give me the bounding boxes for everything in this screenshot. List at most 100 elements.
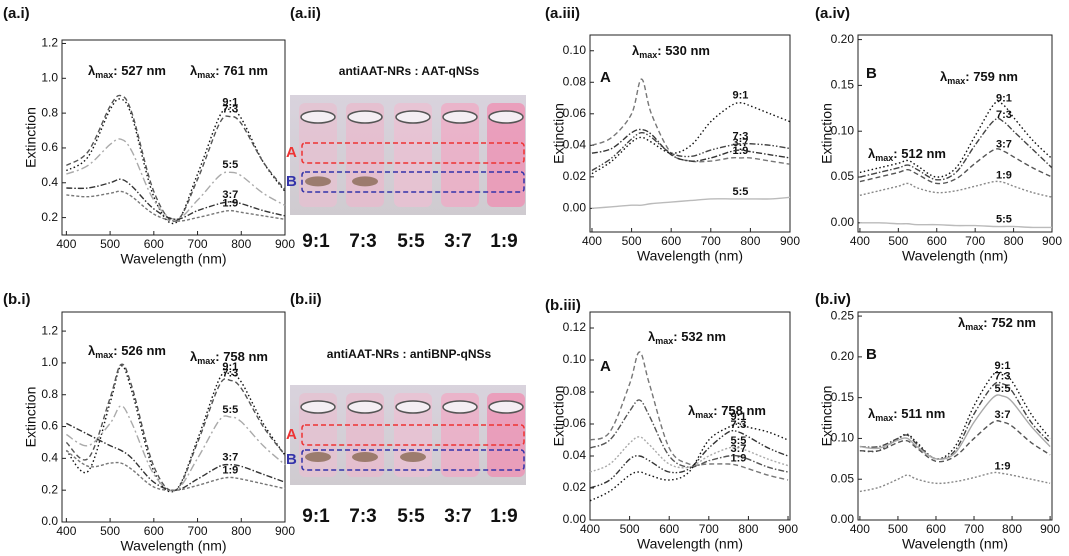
- series-label: 5:5: [222, 159, 238, 171]
- pellet: [305, 452, 331, 462]
- spectrum-line: [589, 351, 789, 481]
- annotation: A: [600, 358, 611, 375]
- spectrum-line: [66, 190, 286, 222]
- spectrum-line: [859, 471, 1051, 493]
- annotation: B: [866, 346, 877, 363]
- series-label: 9:1: [996, 92, 1012, 104]
- x-tick-label: 600: [144, 237, 164, 251]
- spectrum-line: [66, 422, 286, 491]
- x-tick-label: 700: [701, 234, 721, 248]
- series-label: 1:9: [996, 169, 1012, 181]
- pellet: [352, 176, 378, 187]
- annotation-part: max: [95, 350, 113, 360]
- y-tick-label: 1.2: [41, 323, 58, 337]
- tube-cap: [300, 400, 336, 414]
- annotation-part: max: [947, 76, 965, 86]
- y-tick-label: 0.02: [563, 169, 587, 183]
- panel-label: (b.ii): [290, 291, 322, 308]
- y-tick-label: 0.10: [563, 352, 587, 366]
- y-tick-label: 0.10: [831, 431, 855, 445]
- x-tick-label: 700: [964, 522, 984, 536]
- annotation-part: λ: [190, 63, 198, 78]
- series-label: 9:1: [222, 97, 238, 109]
- y-tick-label: 0.20: [831, 32, 855, 46]
- series-label: 1:9: [995, 460, 1011, 472]
- tube-cap: [347, 110, 383, 124]
- y-tick-label: 0.00: [563, 512, 587, 526]
- annotation-part: max: [655, 336, 673, 346]
- x-tick-label: 800: [740, 234, 760, 248]
- tube: [441, 393, 479, 477]
- y-tick-label: 1.0: [41, 355, 58, 369]
- y-tick-label: 0.08: [563, 384, 587, 398]
- panel-label: (a.iv): [815, 5, 850, 22]
- plot-frame: [61, 39, 286, 236]
- y-tick-label: 0.00: [831, 512, 855, 526]
- y-tick-label: 0.6: [41, 140, 58, 154]
- series-label: 1:9: [731, 453, 747, 465]
- y-tick-label: 0.2: [41, 482, 58, 496]
- plot-frame: [857, 311, 1053, 521]
- annotation-part: λ: [88, 63, 96, 78]
- tube-cap: [442, 110, 478, 124]
- spectrum-line: [591, 102, 791, 175]
- row-box-a: [301, 142, 525, 164]
- x-axis-label: Wavelength (nm): [637, 536, 743, 552]
- x-tick-label: 900: [275, 237, 295, 251]
- y-tick-label: 0.05: [831, 471, 855, 485]
- series-label: 5:5: [732, 186, 748, 198]
- x-tick-label: 900: [1042, 234, 1062, 248]
- x-tick-label: 500: [622, 234, 642, 248]
- ratio-label: 5:5: [397, 231, 425, 252]
- annotation-part: A: [600, 69, 611, 86]
- annotation-part: λ: [648, 329, 656, 344]
- annotation-part: max: [875, 413, 893, 423]
- series-label: 5:5: [731, 435, 747, 447]
- annotation-part: max: [965, 322, 983, 332]
- pellet: [400, 452, 426, 462]
- spectrum-line: [859, 100, 1053, 178]
- annotation-part: λ: [632, 43, 640, 58]
- x-tick-label: 700: [188, 237, 208, 251]
- plot-frame: [61, 311, 286, 523]
- series-label: 5:5: [995, 383, 1011, 395]
- plot-frame: [589, 34, 791, 233]
- series-label: 5:5: [996, 213, 1012, 225]
- annotation-part: : 532 nm: [673, 329, 726, 344]
- annotation-part: λ: [868, 146, 876, 161]
- series-label: 7:3: [996, 109, 1012, 121]
- row-box-b: [301, 449, 525, 471]
- x-tick-label: 600: [659, 522, 679, 536]
- x-axis-label: Wavelength (nm): [902, 536, 1008, 552]
- tube: [394, 103, 432, 207]
- panel-label: (b.i): [3, 291, 31, 308]
- tube-cap: [395, 110, 431, 124]
- x-tick-label: 500: [100, 237, 120, 251]
- y-tick-label: 0.10: [831, 123, 855, 137]
- x-tick-label: 700: [699, 522, 719, 536]
- x-tick-label: 600: [927, 234, 947, 248]
- y-tick-label: 0.6: [41, 419, 58, 433]
- plot-frame: [589, 311, 791, 521]
- spectrum-line: [589, 429, 789, 489]
- ratio-label: 1:9: [490, 506, 517, 527]
- spectrum-line: [859, 222, 1053, 229]
- plot-frame: [857, 34, 1053, 233]
- tube-cap: [488, 400, 524, 414]
- y-tick-label: 0.00: [563, 201, 587, 215]
- x-tick-label: 600: [144, 524, 164, 538]
- annotation: λmax: 758 nm: [190, 349, 268, 366]
- spectrum-line: [859, 148, 1053, 185]
- row-label: B: [286, 173, 297, 190]
- y-tick-label: 0.2: [41, 210, 58, 224]
- spectrum-line: [589, 423, 789, 502]
- spectrum-line: [65, 98, 286, 225]
- annotation: λmax: 512 nm: [868, 146, 946, 163]
- spectrum-line: [589, 399, 789, 473]
- x-tick-label: 500: [888, 234, 908, 248]
- series-label: 5:5: [222, 404, 238, 416]
- series-label: 7:3: [995, 371, 1011, 383]
- series-label: 7:3: [222, 104, 238, 116]
- series-label: 3:7: [222, 189, 238, 201]
